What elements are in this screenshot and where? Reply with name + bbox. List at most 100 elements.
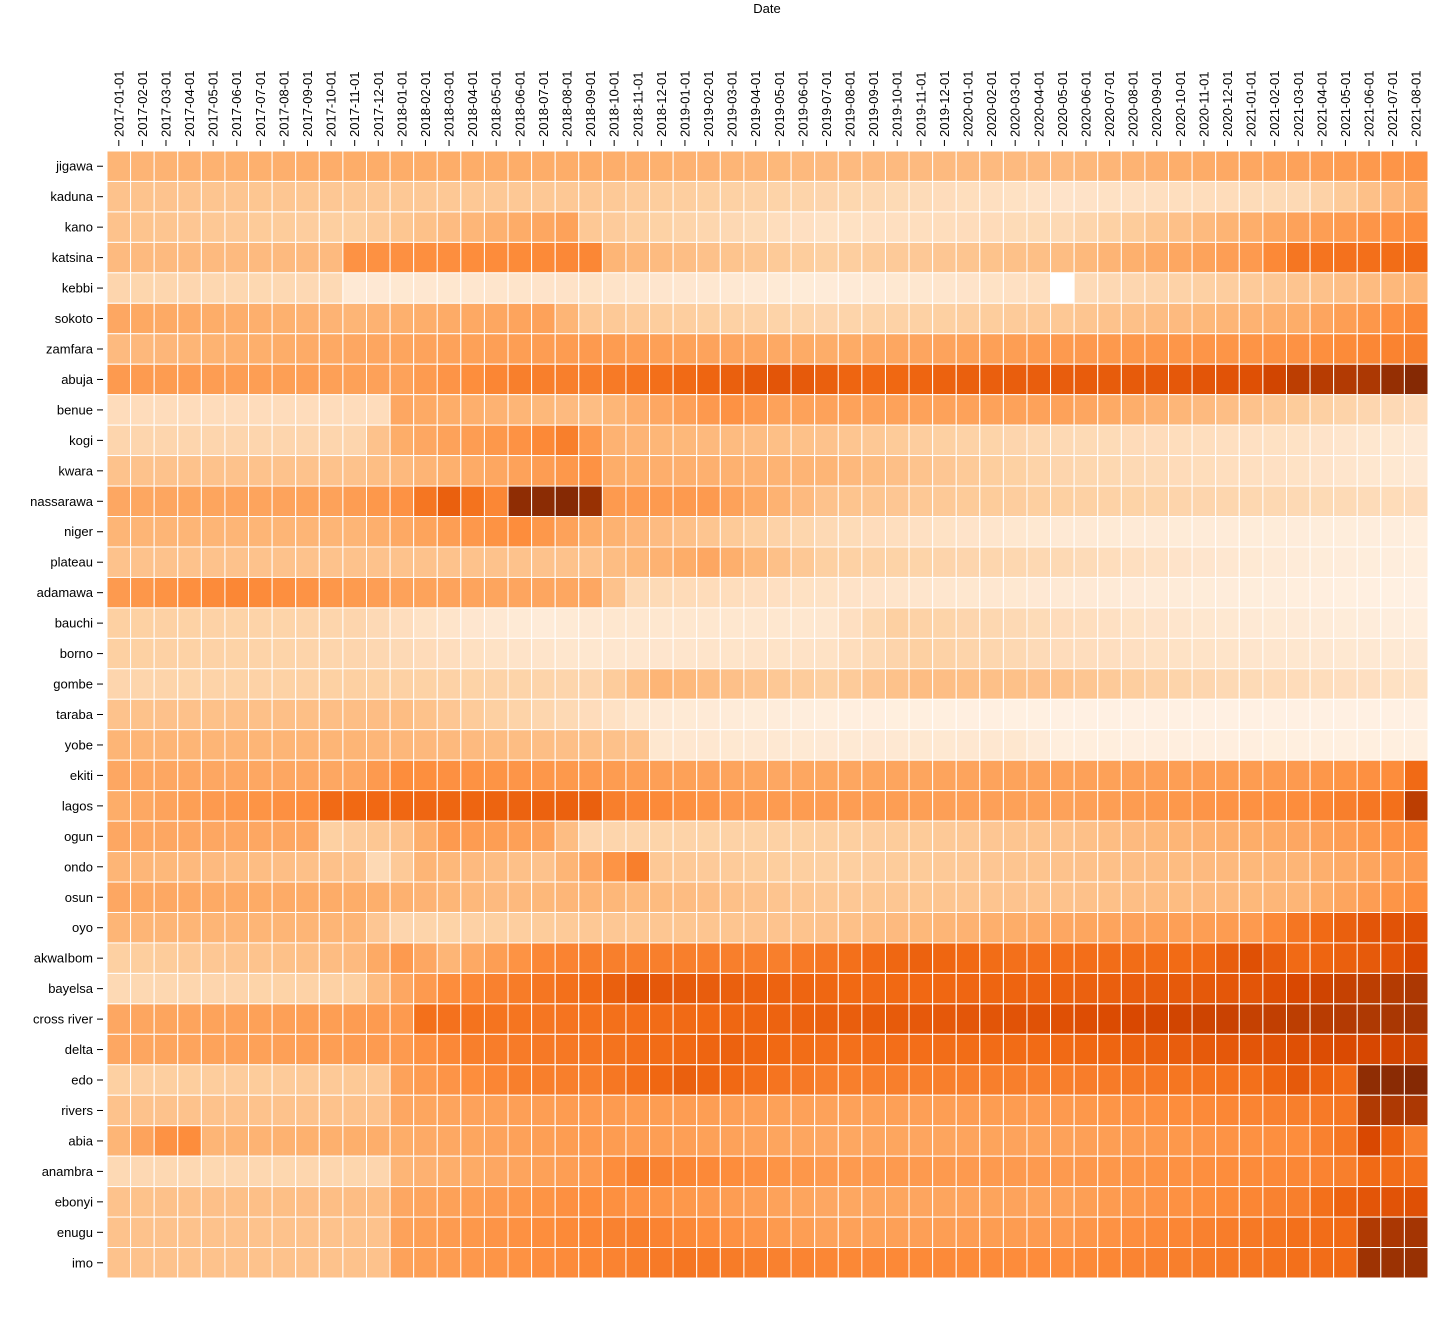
heatmap-cell — [295, 546, 320, 578]
heatmap-cell — [1026, 363, 1052, 396]
heatmap-cell — [1002, 363, 1028, 396]
heatmap-cell — [153, 820, 179, 853]
heatmap-cell — [1191, 820, 1217, 853]
heatmap-cell — [507, 485, 533, 518]
heatmap-cell — [153, 668, 179, 700]
heatmap-cell — [625, 150, 651, 182]
heatmap-cell — [672, 546, 698, 578]
heatmap-cell — [1356, 394, 1382, 426]
heatmap-cell — [1238, 333, 1264, 365]
heatmap-cell — [955, 1094, 981, 1127]
heatmap-cell — [837, 820, 863, 853]
heatmap-cell — [767, 851, 792, 883]
heatmap-cell — [342, 820, 367, 853]
heatmap-cell — [1026, 729, 1052, 761]
heatmap-cell — [719, 455, 745, 487]
heatmap-cell — [814, 241, 839, 274]
heatmap-cell — [814, 668, 839, 700]
heatmap-cell — [153, 881, 179, 913]
heatmap-cell — [554, 424, 580, 457]
heatmap-cell — [1333, 1125, 1358, 1157]
heatmap-cell — [884, 1094, 910, 1127]
heatmap-cell — [979, 516, 1004, 548]
heatmap-cell — [389, 1216, 415, 1249]
heatmap-cell — [1356, 1003, 1382, 1035]
heatmap-cell — [295, 1186, 320, 1218]
heatmap-cell — [130, 607, 155, 639]
heatmap-cell — [884, 241, 910, 274]
heatmap-cell — [342, 546, 367, 578]
heatmap-cell — [1215, 363, 1240, 396]
heatmap-cell — [318, 668, 344, 700]
heatmap-cell — [601, 790, 627, 822]
heatmap-cell — [483, 424, 509, 457]
heatmap-cell — [554, 1125, 580, 1157]
heatmap-cell — [1403, 546, 1429, 578]
heatmap-cell — [672, 759, 698, 792]
heatmap-cell — [743, 851, 768, 883]
x-tick-label: 2018-05-01 — [489, 71, 504, 138]
heatmap-cell — [1144, 424, 1170, 457]
heatmap-cell — [436, 1094, 462, 1127]
heatmap-cell — [979, 1094, 1004, 1127]
heatmap-cell — [130, 546, 155, 578]
heatmap-cell — [1356, 1186, 1382, 1218]
heatmap-cell — [601, 637, 627, 670]
heatmap-cell — [1262, 241, 1287, 274]
heatmap-cell — [719, 668, 745, 700]
heatmap-cell — [1144, 180, 1170, 213]
heatmap-cell — [1285, 1155, 1311, 1188]
heatmap-cell — [130, 363, 155, 396]
heatmap-cell — [1026, 150, 1052, 182]
heatmap-cell — [1120, 1155, 1146, 1188]
heatmap-cell — [837, 1003, 863, 1035]
heatmap-cell — [295, 424, 320, 457]
heatmap-cell — [342, 302, 367, 335]
heatmap-cell — [483, 759, 509, 792]
heatmap-cell — [1191, 637, 1217, 670]
heatmap-cell — [248, 485, 273, 518]
heatmap-cell — [908, 1247, 934, 1279]
heatmap-cell — [814, 729, 839, 761]
heatmap-cell — [578, 394, 603, 426]
heatmap-cell — [1309, 881, 1335, 913]
heatmap-cell — [696, 607, 721, 639]
heatmap-cell — [1403, 668, 1429, 700]
heatmap-cell — [1380, 363, 1405, 396]
heatmap-cell — [389, 972, 415, 1005]
heatmap-cell — [483, 455, 509, 487]
heatmap-cell — [696, 363, 721, 396]
heatmap-cell — [837, 546, 863, 578]
heatmap-cell — [200, 516, 226, 548]
heatmap-cell — [884, 424, 910, 457]
heatmap-cell — [979, 150, 1004, 182]
y-tick-label: kebbi — [62, 281, 93, 296]
heatmap-cell — [1168, 333, 1193, 365]
heatmap-cell — [601, 851, 627, 883]
heatmap-cell — [554, 211, 580, 243]
heatmap-cell — [200, 302, 226, 335]
heatmap-cell — [625, 790, 651, 822]
heatmap-cell — [1238, 1064, 1264, 1096]
heatmap-cell — [1002, 668, 1028, 700]
heatmap-cell — [342, 668, 367, 700]
heatmap-cell — [1380, 1003, 1405, 1035]
heatmap-cell — [861, 211, 886, 243]
heatmap-cell — [177, 333, 202, 365]
heatmap-cell — [884, 911, 910, 944]
heatmap-cell — [955, 333, 981, 365]
heatmap-cell — [318, 455, 344, 487]
heatmap-cell — [743, 820, 768, 853]
heatmap-cell — [531, 546, 556, 578]
heatmap-cell — [1380, 1064, 1405, 1096]
heatmap-cell — [767, 363, 792, 396]
heatmap-cell — [554, 1155, 580, 1188]
heatmap-cell — [1073, 455, 1099, 487]
heatmap-cell — [224, 180, 250, 213]
heatmap-cell — [1333, 1216, 1358, 1249]
heatmap-cell — [1215, 1033, 1240, 1066]
heatmap-cell — [743, 516, 768, 548]
heatmap-cell — [1050, 637, 1075, 670]
heatmap-cell — [271, 1247, 297, 1279]
heatmap-cell — [1002, 241, 1028, 274]
